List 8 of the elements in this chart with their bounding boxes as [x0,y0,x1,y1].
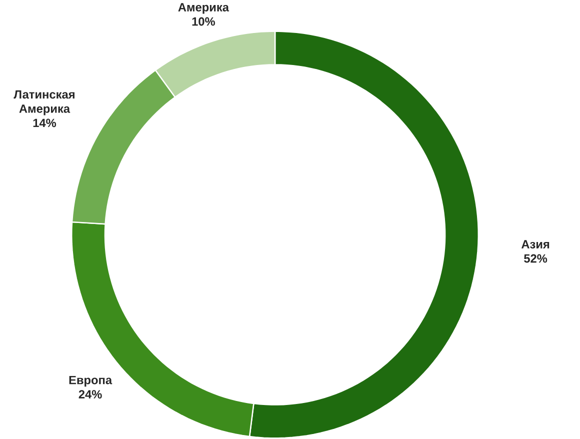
data-label: 52% [524,254,548,263]
data-label: 10% [192,17,215,26]
data-label: 24% [78,390,102,399]
slice-label: Латинская Америка [14,90,74,116]
slice-label: Европа [69,376,112,387]
data-label: 14% [33,118,56,128]
slice-label: Азия [521,240,550,249]
slice-label: Америка [178,3,230,14]
